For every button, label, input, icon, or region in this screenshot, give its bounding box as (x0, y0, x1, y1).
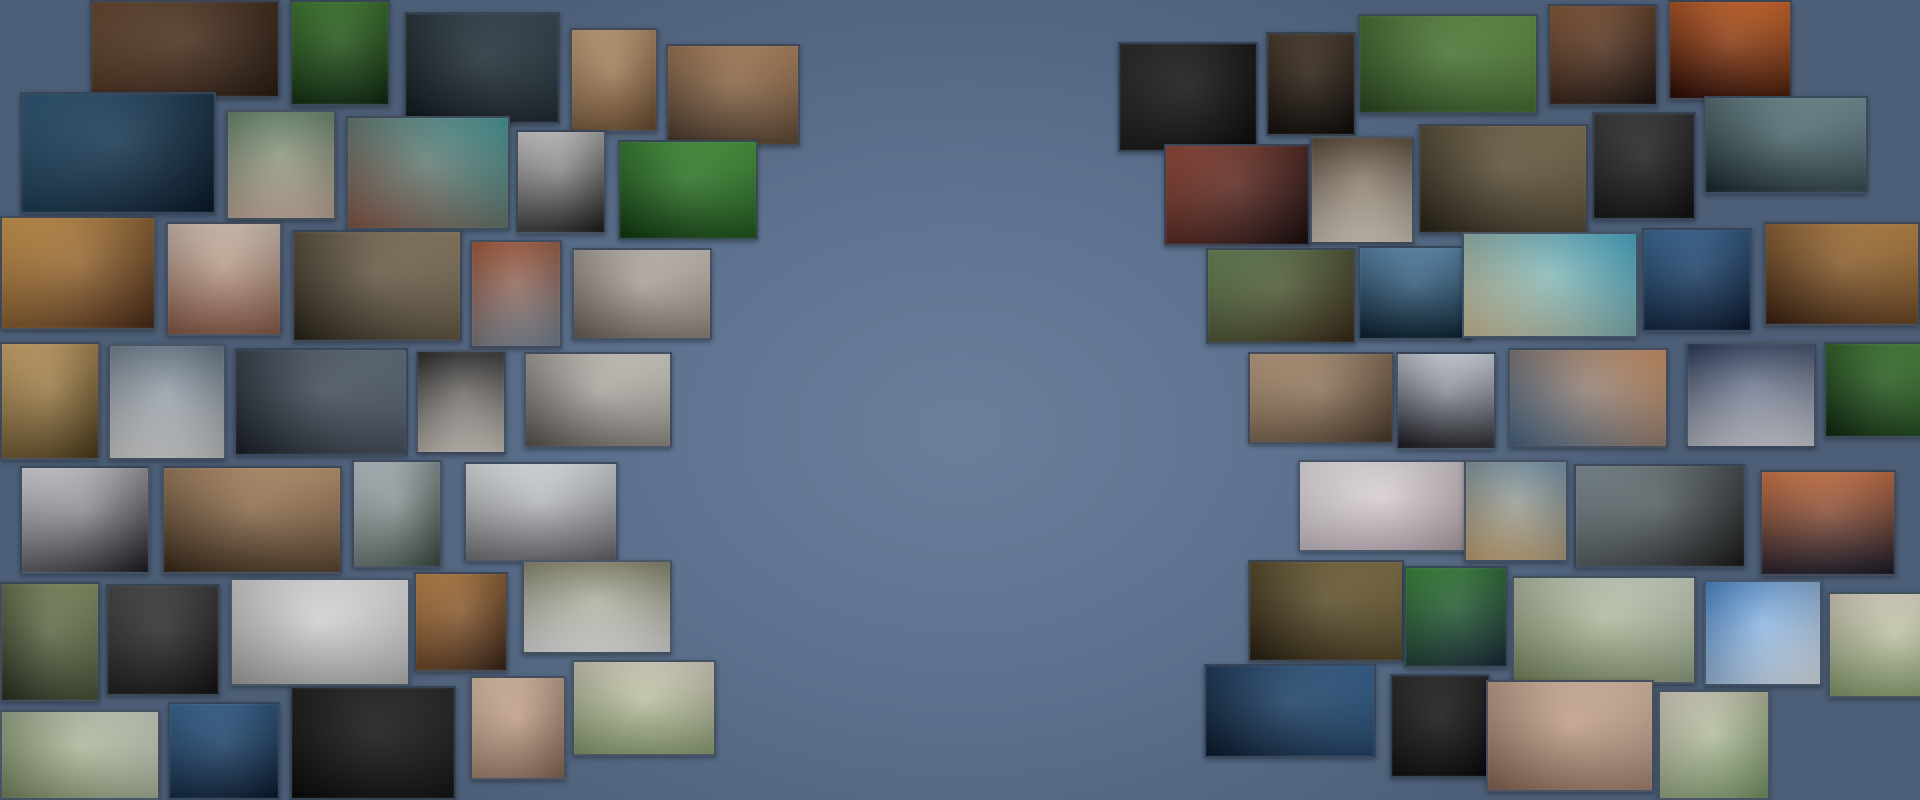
left-tile-river-estuary[interactable] (572, 248, 712, 340)
left-tile-blue-parrot[interactable] (168, 702, 280, 800)
left-tile-wine-and-grapes[interactable] (0, 216, 156, 330)
right-tile-futuristic-city[interactable] (1642, 228, 1752, 332)
right-tile-soccer-player[interactable] (1404, 566, 1508, 668)
left-tile-man-white-suit[interactable] (522, 560, 672, 654)
left-tile-underwater-whale[interactable] (20, 92, 216, 214)
right-tile-eiffel-tower[interactable] (1508, 348, 1668, 448)
right-tile-cave-explorer[interactable] (1704, 96, 1868, 194)
right-tile-forest-stream[interactable] (1824, 342, 1920, 438)
left-tile-old-woman-glasses[interactable] (292, 230, 462, 342)
left-tile-runway-model[interactable] (416, 350, 506, 454)
right-tile-darth-vader-rocks[interactable] (1574, 464, 1746, 568)
left-tile-man-on-beach[interactable] (166, 222, 282, 336)
right-tile-astronaut-planet[interactable] (1760, 470, 1896, 576)
right-tile-golden-skull[interactable] (1764, 222, 1920, 326)
left-tile-man-in-tuxedo[interactable] (516, 130, 606, 234)
right-tile-dragon-head[interactable] (1248, 560, 1404, 662)
right-tile-penguin[interactable] (1396, 352, 1496, 450)
left-image-wall (0, 0, 800, 800)
right-tile-bear-in-water[interactable] (1206, 248, 1356, 344)
right-tile-robed-figure[interactable] (1464, 460, 1568, 562)
left-tile-dark-forest[interactable] (290, 686, 456, 800)
left-tile-girl-headphones[interactable] (162, 466, 342, 574)
right-tile-tropical-beach[interactable] (1462, 232, 1638, 338)
right-tile-penguins-cats[interactable] (1512, 576, 1696, 684)
right-tile-blue-parrot[interactable] (1204, 664, 1376, 758)
left-tile-hiker-mountains[interactable] (666, 44, 800, 146)
left-tile-lakeside-village[interactable] (226, 110, 336, 220)
right-tile-green-valley-village[interactable] (1358, 14, 1538, 114)
left-tile-white-cat-crown[interactable] (20, 466, 150, 574)
left-tile-grand-hall[interactable] (414, 572, 508, 672)
right-tile-robot-bear[interactable] (1548, 4, 1658, 106)
right-tile-dark-cave[interactable] (1118, 42, 1258, 152)
left-tile-white-suv[interactable] (570, 28, 658, 132)
right-tile-dark-haired-man[interactable] (1592, 112, 1696, 220)
left-tile-white-jeep[interactable] (108, 344, 226, 460)
left-tile-woman-in-snow[interactable] (464, 462, 618, 562)
left-tile-peacock-feathers[interactable] (290, 0, 390, 106)
left-tile-blonde-woman[interactable] (470, 676, 566, 780)
right-tile-candle-room[interactable] (1266, 32, 1356, 136)
left-tile-office-interior[interactable] (404, 12, 560, 124)
right-tile-blonde-woman[interactable] (1486, 680, 1654, 792)
left-tile-bride-white-dress[interactable] (230, 578, 410, 686)
left-tile-medieval-crowd[interactable] (90, 0, 280, 98)
right-tile-red-mountain-peaks[interactable] (1164, 144, 1310, 246)
right-tile-blue-parrot[interactable] (1358, 246, 1472, 340)
left-tile-silver-sports-car[interactable] (234, 348, 408, 456)
right-tile-astronaut-space[interactable] (1686, 342, 1816, 448)
right-tile-old-wizard-army[interactable] (1418, 124, 1588, 234)
left-tile-forest-waterfall[interactable] (618, 140, 758, 240)
left-tile-snowy-mountain[interactable] (352, 460, 442, 568)
left-tile-cats-and-flowers[interactable] (572, 660, 716, 756)
right-tile-fire-dancer[interactable] (1668, 0, 1792, 100)
right-tile-dark-forest[interactable] (1390, 674, 1490, 778)
right-tile-christmas-tree[interactable] (1704, 580, 1822, 686)
left-tile-penguins-cats[interactable] (0, 710, 160, 800)
left-tile-runner-dark[interactable] (106, 584, 220, 696)
left-tile-dragon-head[interactable] (0, 582, 100, 702)
left-tile-mountain-hotel[interactable] (470, 240, 562, 348)
right-image-wall (1100, 0, 1920, 800)
left-tile-mountain-lake-town[interactable] (346, 116, 510, 230)
left-tile-savanna-trees[interactable] (0, 342, 100, 460)
right-tile-penguins-flowers[interactable] (1658, 690, 1770, 800)
right-tile-bride-flowers[interactable] (1298, 460, 1468, 552)
right-tile-kitchen-girl[interactable] (1248, 352, 1394, 444)
right-tile-cats-and-flowers[interactable] (1828, 592, 1920, 698)
right-tile-snarling-dog[interactable] (1310, 136, 1414, 244)
left-tile-white-dog[interactable] (524, 352, 672, 448)
